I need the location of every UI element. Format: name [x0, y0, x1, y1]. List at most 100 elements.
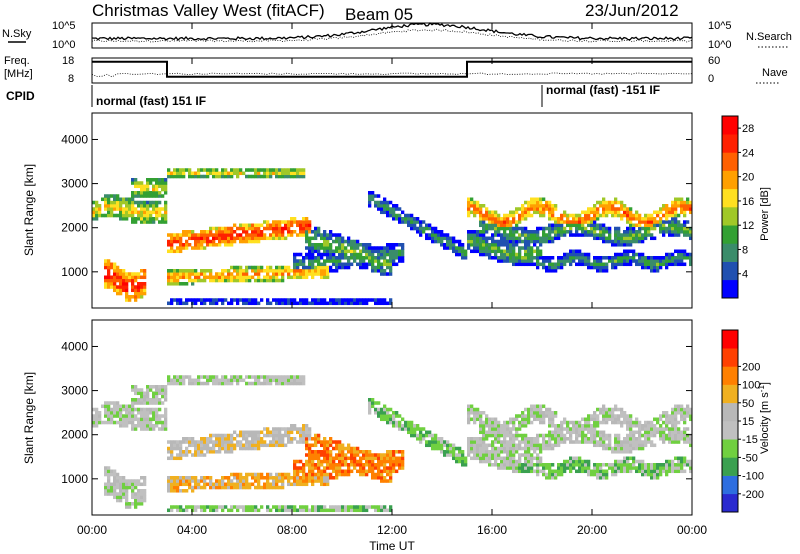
power-cell	[659, 265, 663, 270]
velocity-cell	[662, 427, 666, 431]
velocity-cell	[683, 414, 687, 418]
velocity-cell	[203, 476, 207, 480]
velocity-cell	[197, 450, 201, 454]
velocity-cell	[347, 450, 351, 454]
velocity-cell	[644, 443, 648, 448]
velocity-cell	[569, 430, 573, 435]
velocity-cell	[503, 446, 507, 451]
velocity-cell	[398, 450, 402, 454]
velocity-cell	[170, 450, 174, 454]
velocity-cell	[248, 440, 252, 444]
power-cell	[221, 226, 225, 231]
velocity-cell	[296, 482, 300, 487]
velocity-cell	[629, 437, 633, 441]
power-cell	[638, 233, 642, 237]
power-cell	[551, 230, 555, 234]
power-cell	[365, 265, 369, 270]
velocity-cell	[440, 443, 444, 448]
power-cell	[578, 220, 582, 224]
power-cell	[554, 217, 558, 221]
power-cell	[140, 288, 144, 293]
velocity-cell	[353, 505, 357, 509]
power-cell	[239, 265, 243, 270]
power-cell	[569, 259, 573, 263]
velocity-cell	[470, 443, 474, 448]
velocity-cell	[413, 430, 417, 435]
velocity-cell	[140, 427, 144, 431]
velocity-cell	[638, 446, 642, 451]
velocity-cell	[473, 446, 477, 451]
power-cell	[488, 252, 492, 257]
velocity-cell	[179, 489, 183, 493]
power-cell	[281, 220, 285, 224]
velocity-cell	[227, 479, 231, 483]
power-cell	[617, 256, 621, 260]
velocity-cell	[578, 420, 582, 425]
velocity-cell	[536, 459, 540, 464]
velocity-cell	[260, 437, 264, 441]
colorbar-swatch	[722, 170, 738, 190]
power-cell	[320, 298, 324, 302]
velocity-cell	[290, 505, 294, 509]
power-cell	[527, 233, 531, 237]
velocity-cell	[500, 463, 504, 467]
velocity-cell	[302, 479, 306, 483]
power-cell	[494, 252, 498, 257]
power-cell	[209, 272, 213, 276]
velocity-cell	[182, 450, 186, 454]
velocity-cell	[275, 378, 279, 383]
power-cell	[122, 288, 126, 293]
power-cell	[401, 220, 405, 224]
velocity-cell	[350, 463, 354, 467]
velocity-cell	[170, 378, 174, 383]
power-cell	[125, 298, 129, 302]
velocity-cell	[641, 463, 645, 467]
power-cell	[308, 256, 312, 260]
velocity-cell	[212, 440, 216, 444]
velocity-cell	[152, 391, 156, 396]
velocity-cell	[356, 446, 360, 451]
velocity-cell	[152, 394, 156, 399]
power-cell	[116, 269, 120, 273]
velocity-cell	[590, 430, 594, 435]
velocity-cell	[239, 440, 243, 444]
power-cell	[179, 275, 183, 280]
velocity-cell	[542, 469, 546, 474]
velocity-cell	[467, 417, 471, 422]
velocity-cell	[548, 472, 552, 477]
power-cell	[254, 265, 258, 270]
power-cell	[116, 213, 120, 218]
power-cell	[302, 168, 306, 172]
power-cell	[587, 213, 591, 218]
power-cell	[491, 233, 495, 237]
velocity-cell	[143, 407, 147, 412]
power-cell	[161, 207, 165, 211]
velocity-cell	[416, 433, 420, 438]
power-cell	[344, 298, 348, 302]
power-cell	[449, 246, 453, 250]
velocity-cell	[647, 437, 651, 441]
power-cell	[455, 246, 459, 250]
power-cell	[467, 197, 471, 202]
velocity-cell	[296, 427, 300, 431]
velocity-cell	[215, 482, 219, 487]
velocity-cell	[491, 420, 495, 425]
power-cell	[320, 233, 324, 237]
velocity-cell	[371, 404, 375, 409]
power-cell	[224, 239, 228, 244]
velocity-cell	[620, 443, 624, 448]
power-cell	[311, 230, 315, 234]
power-cell	[584, 233, 588, 237]
power-cell	[638, 236, 642, 241]
velocity-cell	[356, 463, 360, 467]
power-cell	[506, 259, 510, 263]
power-cell	[275, 298, 279, 302]
power-cell	[389, 252, 393, 257]
velocity-cell	[290, 375, 294, 379]
velocity-cell	[326, 456, 330, 461]
velocity-cell	[107, 407, 111, 412]
velocity-cell	[113, 401, 117, 405]
power-cell	[392, 256, 396, 260]
velocity-cell	[488, 453, 492, 457]
velocity-cell	[218, 505, 222, 509]
